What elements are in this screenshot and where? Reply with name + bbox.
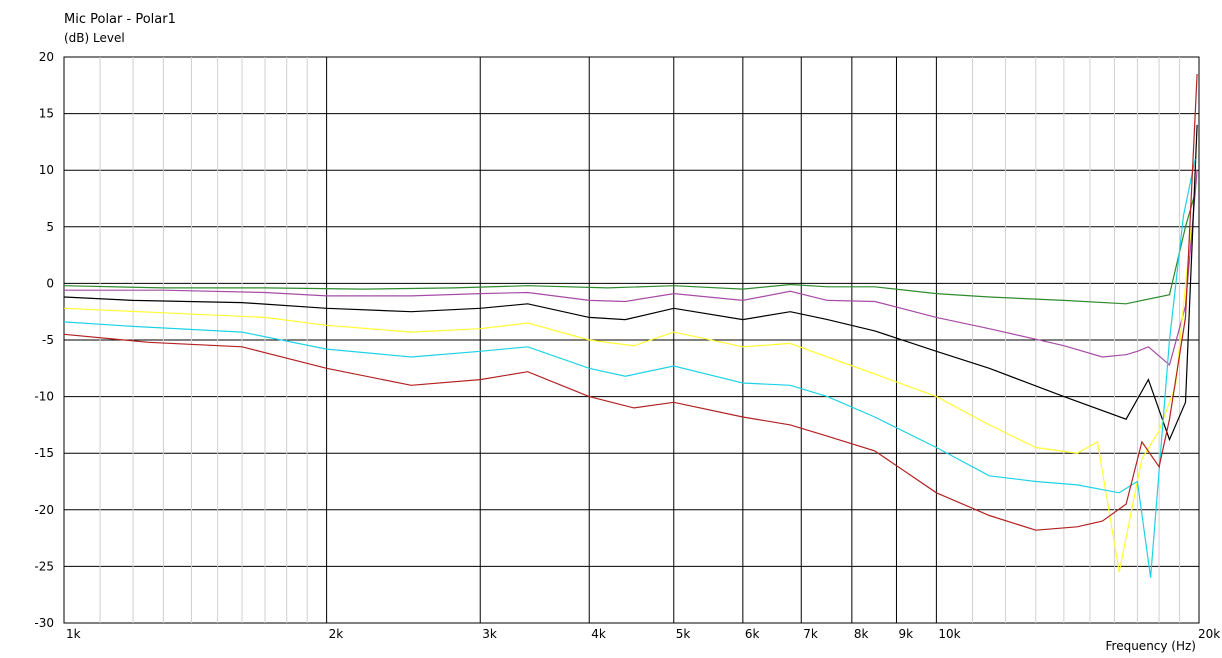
x-tick-label: 10k [938,627,960,641]
x-tick-label: 9k [898,627,913,641]
series-line-5 [63,158,1196,578]
y-tick-label: 15 [39,107,54,121]
y-tick-label: -25 [34,559,54,573]
x-tick-label: 1k [66,627,81,641]
y-axis-label: (dB) Level [64,31,125,45]
chart-title: Mic Polar - Polar1 [64,12,176,27]
y-tick-label: 5 [46,220,54,234]
y-tick-label: -15 [34,446,54,460]
y-tick-label: -20 [34,503,54,517]
x-axis-label: Frequency (Hz) [1105,639,1197,653]
series-line-6 [63,73,1198,531]
x-tick-label: 8k [854,627,869,641]
x-tick-label: 3k [482,627,497,641]
x-tick-label: 7k [803,627,818,641]
y-tick-label: -10 [34,390,54,404]
y-tick-label: 0 [46,276,54,290]
series-line-1 [63,192,1196,305]
x-tick-label: 5k [676,627,691,641]
y-tick-label: 10 [39,163,54,177]
x-tick-label: 2k [329,627,344,641]
series-line-3 [63,124,1198,442]
series-line-2 [64,170,1198,366]
x-tick-label: 20k [1198,627,1220,641]
series-line-4 [63,226,1192,573]
x-tick-label: 4k [591,627,606,641]
x-tick-label: 6k [745,627,760,641]
y-tick-label: -5 [42,333,54,347]
y-tick-label: -30 [34,616,54,630]
y-tick-label: 20 [39,50,54,64]
